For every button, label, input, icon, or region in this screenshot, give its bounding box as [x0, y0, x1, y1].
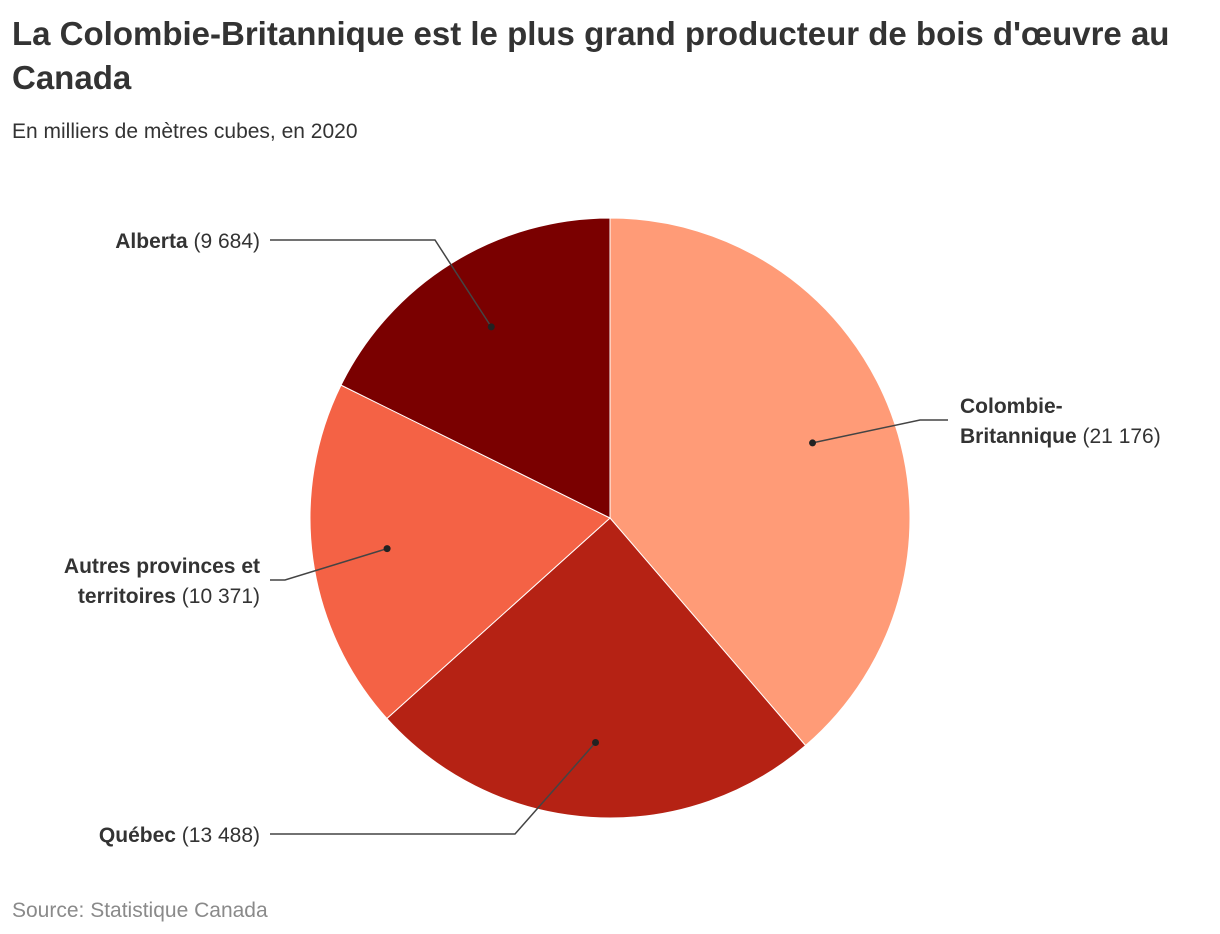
pie-slice-quebec	[386, 517, 807, 819]
pie-slice-alberta	[340, 217, 611, 519]
slice-label-value: (13 488)	[176, 824, 260, 847]
leader-dot-autres-provinces-et-territoires	[383, 545, 391, 553]
slice-label-name: territoires	[78, 585, 176, 608]
chart-source: Source: Statistique Canada	[12, 899, 268, 922]
slice-label-name: Colombie-	[960, 395, 1063, 418]
slice-label-alberta: Alberta (9 684)	[115, 230, 260, 253]
pie-slice-autres-provinces-et-territoires	[309, 384, 611, 720]
chart-subtitle: En milliers de mètres cubes, en 2020	[12, 120, 358, 143]
leader-line-alberta	[270, 239, 492, 328]
leader-dot-quebec	[592, 739, 600, 747]
leader-line-autres-provinces-et-territoires	[270, 547, 388, 581]
slice-label-name: Autres provinces et	[64, 555, 260, 578]
slice-label-value: (10 371)	[176, 585, 260, 608]
leader-dot-alberta	[487, 323, 495, 331]
leader-line-colombie-britannique	[812, 419, 948, 444]
pie-slice-colombie-britannique	[609, 217, 911, 747]
slice-label-name: Québec	[99, 824, 176, 847]
slice-label-name: Alberta	[115, 230, 188, 253]
slice-label-value: (9 684)	[188, 230, 260, 253]
slice-label-name: Britannique	[960, 425, 1077, 448]
leader-dot-colombie-britannique	[809, 439, 817, 447]
slice-label-colombie-britannique: Colombie- Britannique (21 176)	[960, 395, 1161, 448]
slice-label-autres-provinces-et-territoires: Autres provinces et territoires (10 371)	[64, 555, 260, 608]
pie-slices	[309, 217, 911, 819]
slice-labels: Colombie- Britannique (21 176) Québec (13 …	[64, 230, 1161, 847]
slice-label-value: (21 176)	[1077, 425, 1161, 448]
chart-title: La Colombie-Britannique est le plus gran…	[12, 15, 1170, 96]
leader-line-quebec	[270, 742, 597, 835]
slice-label-quebec: Québec (13 488)	[99, 824, 260, 847]
leader-lines	[270, 239, 948, 835]
